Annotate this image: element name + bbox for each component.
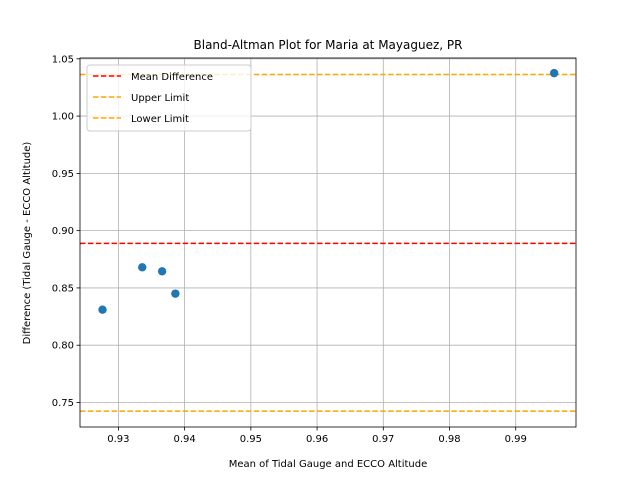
legend-label: Lower Limit <box>131 114 189 125</box>
x-tick-label: 0.96 <box>306 434 328 445</box>
legend-items: Mean Difference Upper Limit Lower Limit <box>93 72 213 125</box>
y-tick-label: 0.75 <box>52 398 74 409</box>
data-point <box>157 267 167 276</box>
y-axis-label: Difference (Tidal Gauge - ECCO Altitude) <box>22 142 33 345</box>
x-tick-label: 0.93 <box>107 434 129 445</box>
x-axis-ticks: 0.93 0.94 0.95 0.96 0.97 0.98 0.99 <box>107 427 527 445</box>
legend-label: Upper Limit <box>131 93 189 104</box>
y-tick-label: 0.85 <box>52 283 74 294</box>
x-tick-label: 0.95 <box>240 434 262 445</box>
y-axis-ticks: 0.75 0.80 0.85 0.90 0.95 1.00 1.05 <box>52 54 80 409</box>
x-tick-label: 0.99 <box>505 434 527 445</box>
data-point <box>138 263 147 272</box>
axes-frame <box>79 57 577 428</box>
data-point <box>98 305 107 314</box>
y-tick-label: 0.80 <box>52 341 74 352</box>
legend-label: Mean Difference <box>131 72 213 83</box>
x-tick-label: 0.94 <box>173 434 195 445</box>
x-axis-label: Mean of Tidal Gauge and ECCO Altitude <box>229 459 428 470</box>
y-tick-label: 1.05 <box>52 54 74 65</box>
y-tick-label: 0.90 <box>52 226 74 237</box>
x-tick-label: 0.97 <box>372 434 394 445</box>
y-tick-label: 0.95 <box>52 169 74 180</box>
data-point <box>171 289 180 298</box>
legend-item-mean-difference: Mean Difference <box>93 72 213 83</box>
x-tick-label: 0.98 <box>438 434 460 445</box>
legend-box <box>86 64 252 132</box>
data-points <box>98 68 559 314</box>
legend: Mean Difference Upper Limit Lower Limit <box>86 64 252 132</box>
chart-title: Bland-Altman Plot for Maria at Mayaguez,… <box>194 38 463 52</box>
legend-item-upper-limit: Upper Limit <box>93 93 189 104</box>
legend-item-lower-limit: Lower Limit <box>93 114 189 125</box>
data-point <box>549 68 559 78</box>
y-tick-label: 1.00 <box>52 112 74 123</box>
